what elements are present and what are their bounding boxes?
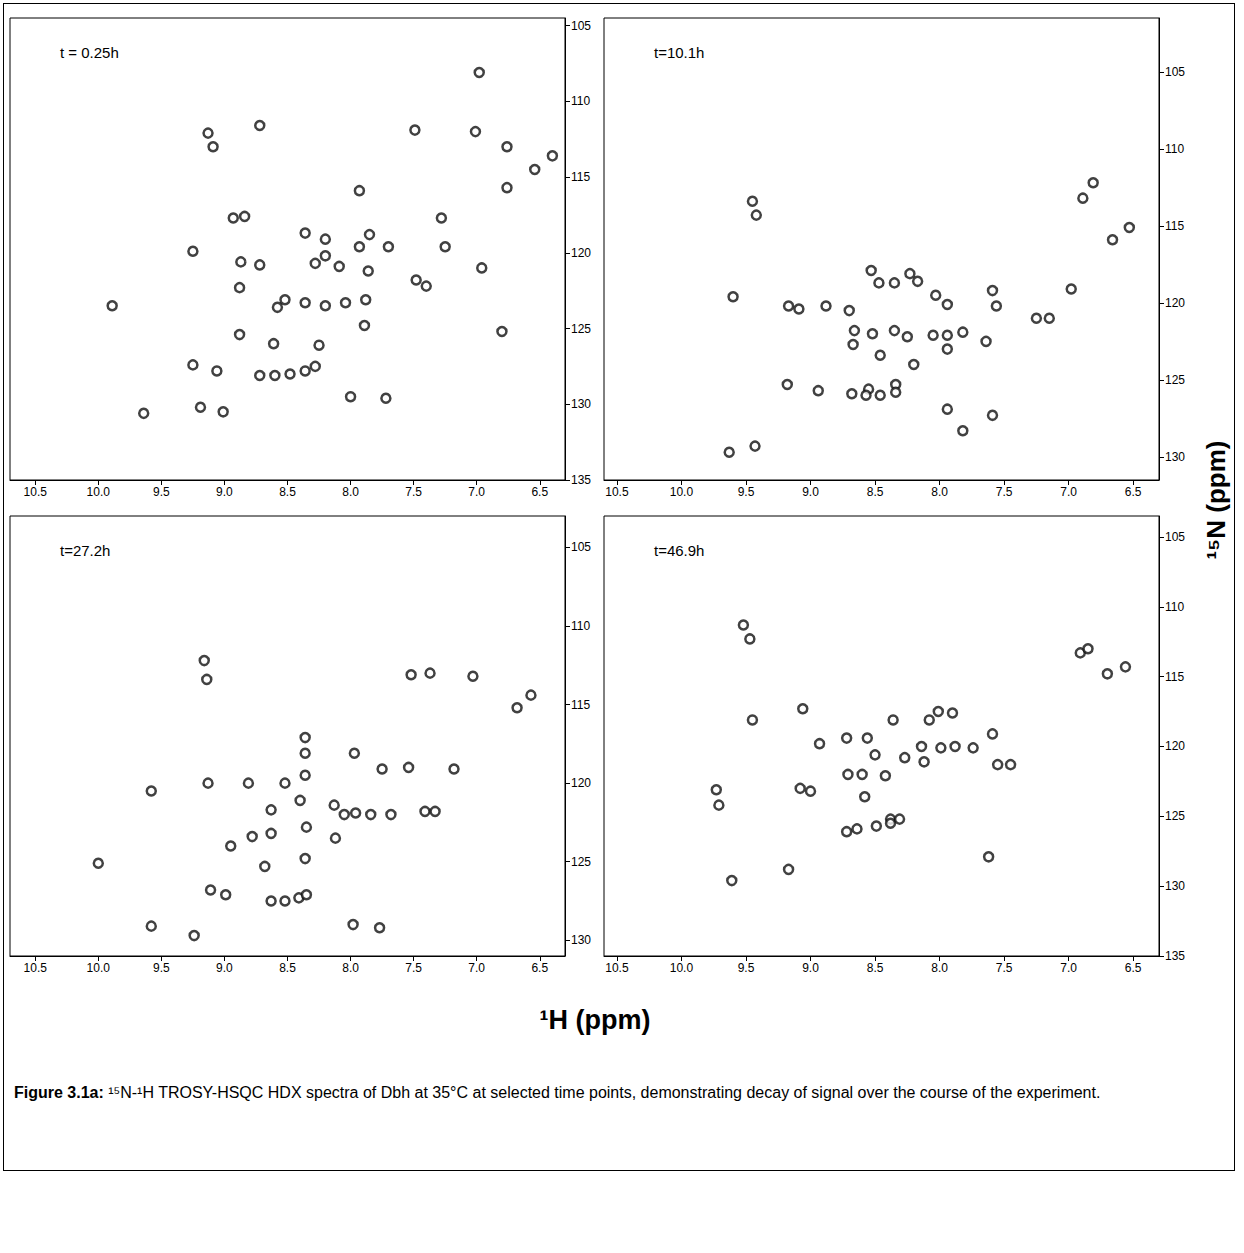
svg-text:110: 110	[571, 619, 590, 633]
svg-text:110: 110	[1165, 600, 1184, 614]
svg-text:130: 130	[1165, 450, 1185, 464]
svg-text:6.5: 6.5	[1125, 485, 1142, 499]
svg-text:105: 105	[1165, 65, 1185, 79]
svg-text:10.5: 10.5	[605, 485, 629, 499]
svg-text:135: 135	[571, 473, 591, 487]
svg-text:7.0: 7.0	[468, 485, 485, 499]
svg-text:8.5: 8.5	[279, 961, 296, 975]
svg-text:8.5: 8.5	[279, 485, 296, 499]
svg-text:9.0: 9.0	[216, 961, 233, 975]
svg-text:10.5: 10.5	[605, 961, 629, 975]
svg-text:9.0: 9.0	[216, 485, 233, 499]
svg-text:8.5: 8.5	[867, 961, 884, 975]
html-text:¹H (ppm): ¹H (ppm)	[539, 1005, 651, 1035]
svg-text:105: 105	[571, 540, 591, 554]
svg-text:125: 125	[1165, 809, 1185, 823]
svg-text:9.5: 9.5	[738, 961, 755, 975]
svg-text:7.5: 7.5	[996, 485, 1013, 499]
svg-text:7.0: 7.0	[1060, 961, 1077, 975]
svg-text:110: 110	[1165, 142, 1184, 156]
svg-text:8.5: 8.5	[867, 485, 884, 499]
svg-text:t=46.9h: t=46.9h	[654, 542, 704, 559]
svg-text:7.5: 7.5	[405, 961, 422, 975]
svg-text:130: 130	[571, 933, 591, 947]
svg-text:105: 105	[1165, 530, 1185, 544]
svg-text:t = 0.25h: t = 0.25h	[60, 44, 119, 61]
svg-text:10.5: 10.5	[24, 961, 48, 975]
svg-text:7.0: 7.0	[468, 961, 485, 975]
svg-text:9.0: 9.0	[802, 485, 819, 499]
svg-text:8.0: 8.0	[342, 485, 359, 499]
svg-text:120: 120	[1165, 739, 1185, 753]
svg-text:9.5: 9.5	[153, 961, 170, 975]
svg-text:135: 135	[1165, 949, 1185, 963]
svg-text:10.0: 10.0	[87, 961, 111, 975]
svg-text:9.5: 9.5	[153, 485, 170, 499]
svg-text:10.5: 10.5	[24, 485, 48, 499]
svg-text:t=27.2h: t=27.2h	[60, 542, 110, 559]
html-text:¹⁵N (ppm): ¹⁵N (ppm)	[1200, 440, 1231, 560]
svg-text:t=10.1h: t=10.1h	[654, 44, 704, 61]
svg-text:8.0: 8.0	[931, 485, 948, 499]
svg-text:10.0: 10.0	[87, 485, 111, 499]
svg-text:115: 115	[1165, 670, 1184, 684]
svg-text:125: 125	[1165, 373, 1185, 387]
svg-text:9.5: 9.5	[738, 485, 755, 499]
svg-text:10.0: 10.0	[670, 961, 694, 975]
svg-text:6.5: 6.5	[531, 485, 548, 499]
svg-text:115: 115	[571, 698, 590, 712]
svg-text:125: 125	[571, 855, 591, 869]
svg-text:115: 115	[571, 170, 590, 184]
svg-text:10.0: 10.0	[670, 485, 694, 499]
svg-text:8.0: 8.0	[931, 961, 948, 975]
svg-text:130: 130	[1165, 879, 1185, 893]
svg-text:120: 120	[571, 776, 591, 790]
svg-text:7.5: 7.5	[405, 485, 422, 499]
svg-text:7.0: 7.0	[1060, 485, 1077, 499]
svg-text:115: 115	[1165, 219, 1184, 233]
svg-text:8.0: 8.0	[342, 961, 359, 975]
svg-text:105: 105	[571, 19, 591, 33]
svg-text:125: 125	[571, 322, 591, 336]
svg-text:7.5: 7.5	[996, 961, 1013, 975]
svg-text:6.5: 6.5	[1125, 961, 1142, 975]
svg-text:120: 120	[571, 246, 591, 260]
svg-text:9.0: 9.0	[802, 961, 819, 975]
svg-text:6.5: 6.5	[531, 961, 548, 975]
html-text:Figure 3.1a: ¹⁵N-¹H TROSY-HSQC: Figure 3.1a: ¹⁵N-¹H TROSY-HSQC HDX spect…	[14, 1084, 1101, 1101]
svg-text:110: 110	[571, 94, 590, 108]
svg-text:120: 120	[1165, 296, 1185, 310]
svg-text:130: 130	[571, 397, 591, 411]
